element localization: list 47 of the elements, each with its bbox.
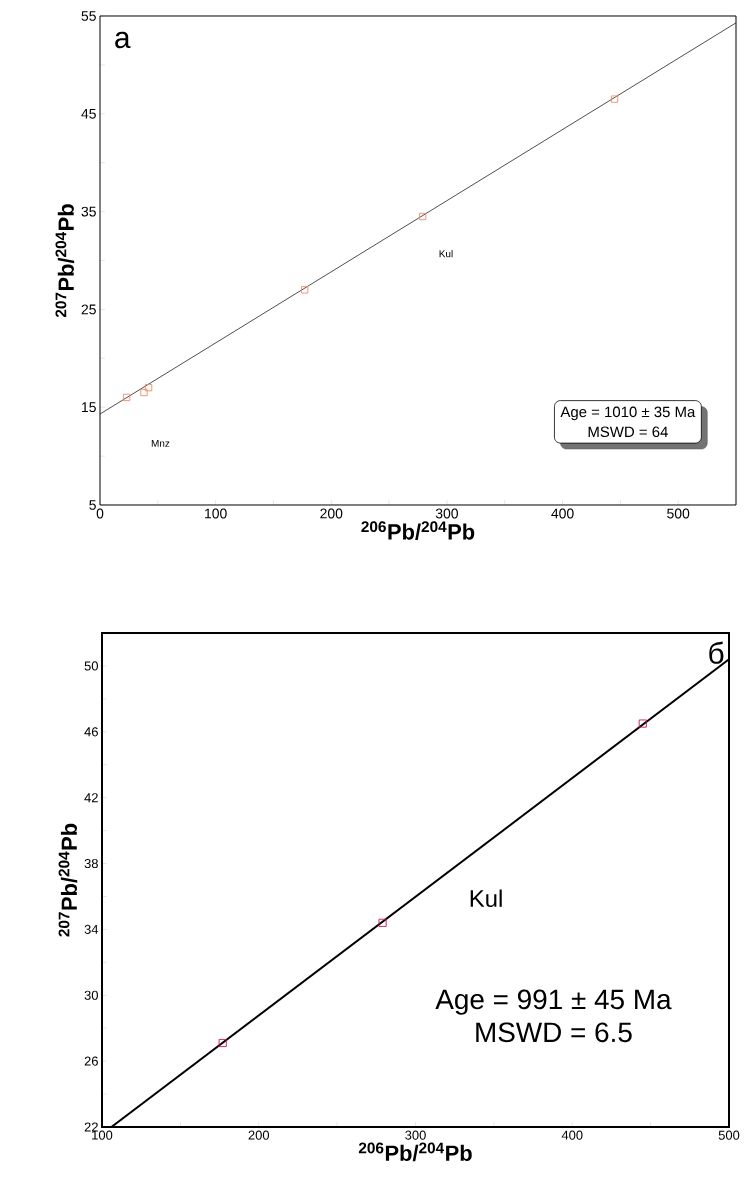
y-tick-label: 25 xyxy=(81,304,96,315)
x-tick-label: 500 xyxy=(667,508,690,519)
annotation: MSWD = 64 xyxy=(588,426,668,438)
x-tick-label: 200 xyxy=(320,508,343,519)
point xyxy=(218,1038,227,1048)
y-tick-label: 5 xyxy=(89,500,96,510)
x-axis-title: $^{206}$Pb/$^{204}$Pb xyxy=(361,521,475,540)
point xyxy=(610,95,619,103)
y-tick-label: 26 xyxy=(84,1056,98,1066)
x-tick-label: 100 xyxy=(205,508,227,519)
y-tick-label: 50 xyxy=(84,661,98,671)
x-tick-label: 400 xyxy=(551,508,574,519)
y-tick-label: 34 xyxy=(84,924,99,934)
annotation: а xyxy=(115,31,131,49)
y-tick-label: 30 xyxy=(84,990,98,1000)
annotation: Mnz xyxy=(151,439,170,447)
annotation: Age = 1010 ± 35 Ma xyxy=(560,406,696,421)
x-tick-label: 100 xyxy=(92,1130,113,1140)
annotation: б xyxy=(709,641,724,664)
x-tick-label: 200 xyxy=(248,1130,270,1140)
point xyxy=(378,918,387,927)
annotation: MSWD = 6.5 xyxy=(476,1022,632,1043)
x-axis-title: $^{206}$Pb/$^{204}$Pb xyxy=(358,1142,472,1162)
y-axis-title: $^{207}$Pb/$^{204}$Pb xyxy=(58,823,78,937)
x-tick-label: 400 xyxy=(561,1130,583,1140)
y-tick-label: 42 xyxy=(84,793,98,803)
x-tick-label: 500 xyxy=(718,1130,740,1140)
y-tick-label: 46 xyxy=(84,727,98,737)
y-tick-label: 35 xyxy=(81,206,96,217)
x-tick-label: 300 xyxy=(435,508,458,519)
y-axis-title: $^{207}$Pb/$^{204}$Pb xyxy=(55,204,75,318)
annotation: Kul xyxy=(470,889,502,908)
y-tick-label: 45 xyxy=(81,108,96,119)
point xyxy=(638,719,647,728)
x-tick-label: 300 xyxy=(405,1130,426,1140)
annotation: Age = 991 ± 45 Ma xyxy=(435,989,672,1015)
point xyxy=(122,393,131,402)
y-tick-label: 22 xyxy=(84,1122,98,1132)
point xyxy=(301,286,309,294)
y-tick-label: 15 xyxy=(82,402,96,413)
y-tick-label: 38 xyxy=(84,858,98,869)
x-tick-label: 0 xyxy=(96,508,104,519)
point xyxy=(140,388,148,397)
point xyxy=(418,212,427,221)
y-tick-label: 55 xyxy=(81,11,96,21)
annotation: Kul xyxy=(439,249,453,258)
point xyxy=(144,383,153,392)
